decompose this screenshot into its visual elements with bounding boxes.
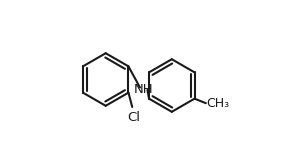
Text: Cl: Cl	[127, 111, 140, 124]
Text: NH: NH	[133, 83, 153, 96]
Text: CH₃: CH₃	[207, 97, 230, 110]
